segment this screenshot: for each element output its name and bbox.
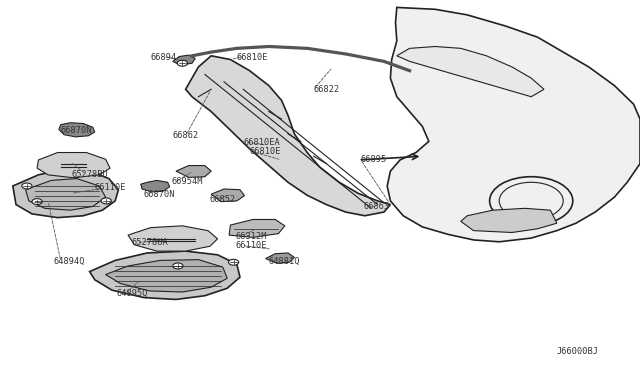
Text: 66110E: 66110E [236, 241, 267, 250]
Text: 66863: 66863 [364, 202, 390, 211]
Polygon shape [461, 208, 557, 232]
Text: 64881Q: 64881Q [269, 257, 300, 266]
Polygon shape [106, 260, 227, 292]
Circle shape [173, 263, 183, 269]
Text: 66954M: 66954M [172, 177, 203, 186]
Text: 66312M: 66312M [236, 232, 267, 241]
Text: 64895Q: 64895Q [116, 289, 148, 298]
Polygon shape [186, 56, 390, 216]
Polygon shape [397, 46, 544, 97]
Polygon shape [387, 7, 640, 242]
Text: 66895: 66895 [360, 155, 387, 164]
Polygon shape [141, 180, 170, 192]
Text: 66810E: 66810E [250, 147, 281, 156]
Text: J66000BJ: J66000BJ [557, 347, 599, 356]
Polygon shape [176, 166, 211, 177]
Circle shape [177, 60, 188, 66]
Text: 66870N: 66870N [144, 190, 175, 199]
Polygon shape [37, 153, 110, 178]
Polygon shape [26, 179, 106, 210]
Text: 66862: 66862 [173, 131, 199, 140]
Polygon shape [173, 55, 195, 65]
Circle shape [101, 198, 111, 204]
Circle shape [32, 199, 42, 205]
Polygon shape [211, 189, 244, 202]
Text: 66810E: 66810E [237, 53, 268, 62]
Text: 65278UA: 65278UA [131, 238, 168, 247]
Polygon shape [266, 253, 294, 263]
Polygon shape [59, 123, 95, 137]
Text: 66894: 66894 [150, 53, 177, 62]
Text: 64894Q: 64894Q [53, 257, 84, 266]
Polygon shape [128, 226, 218, 251]
Polygon shape [229, 219, 285, 237]
Polygon shape [13, 169, 118, 218]
Circle shape [228, 259, 239, 265]
Text: 66110E: 66110E [95, 183, 126, 192]
Text: 65278BU: 65278BU [72, 170, 108, 179]
Text: 66810EA: 66810EA [243, 138, 280, 147]
Text: 66870N: 66870N [61, 126, 92, 135]
Polygon shape [90, 251, 240, 299]
Text: 66822: 66822 [314, 85, 340, 94]
Text: 66852: 66852 [210, 195, 236, 203]
Circle shape [22, 183, 32, 189]
